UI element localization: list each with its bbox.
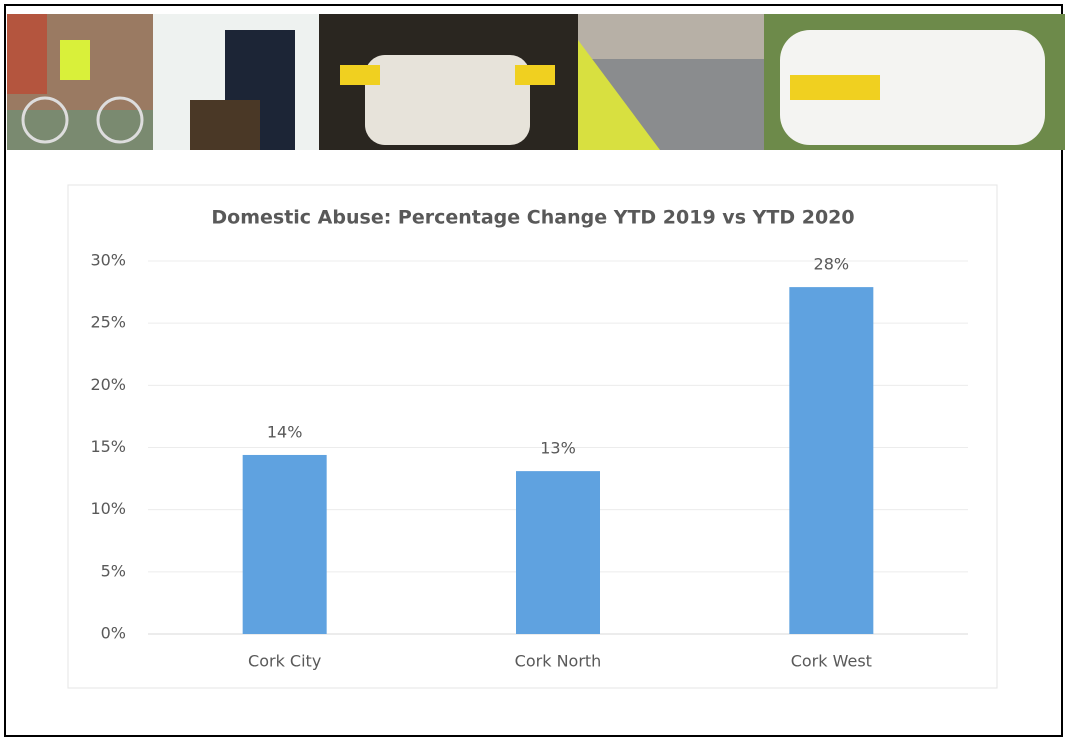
data-label: 14% (267, 422, 303, 441)
photo-car-side (578, 40, 660, 150)
data-label: 13% (540, 439, 576, 458)
plot: 0% 5% 10% 15% 20% 25% 30% Cork City 14% Cork Nort… (90, 251, 968, 671)
y-tick-label: 20% (90, 375, 126, 394)
y-tick-label: 30% (90, 251, 126, 270)
photo-wall (7, 14, 47, 94)
bar (516, 471, 600, 634)
photo-wheel (96, 96, 144, 144)
data-label: 28% (814, 255, 850, 274)
y-tick-label: 25% (90, 313, 126, 332)
y-tick-label: 5% (101, 561, 126, 580)
photo-wheel (21, 96, 69, 144)
bar (242, 454, 327, 634)
photo-dog (190, 100, 260, 150)
photo-car-body (365, 55, 530, 145)
chart-title: Domestic Abuse: Percentage Change YTD 20… (211, 207, 854, 229)
x-tick-label: Cork North (515, 652, 602, 671)
x-tick-label: Cork West (791, 652, 872, 671)
photo-strip (7, 14, 1065, 150)
photo-rider (60, 40, 90, 80)
photo-buildings (578, 14, 764, 59)
y-tick-label: 15% (90, 437, 126, 456)
x-tick-label: Cork City (248, 652, 321, 671)
photo-car-door (515, 65, 555, 85)
photo-car-door (340, 65, 380, 85)
y-tick-label: 10% (90, 499, 126, 518)
photo-ground (7, 110, 153, 150)
bar (789, 287, 874, 634)
photo-car-body (780, 30, 1045, 145)
photo-car-stripe (790, 75, 880, 100)
y-tick-label: 0% (101, 624, 126, 643)
